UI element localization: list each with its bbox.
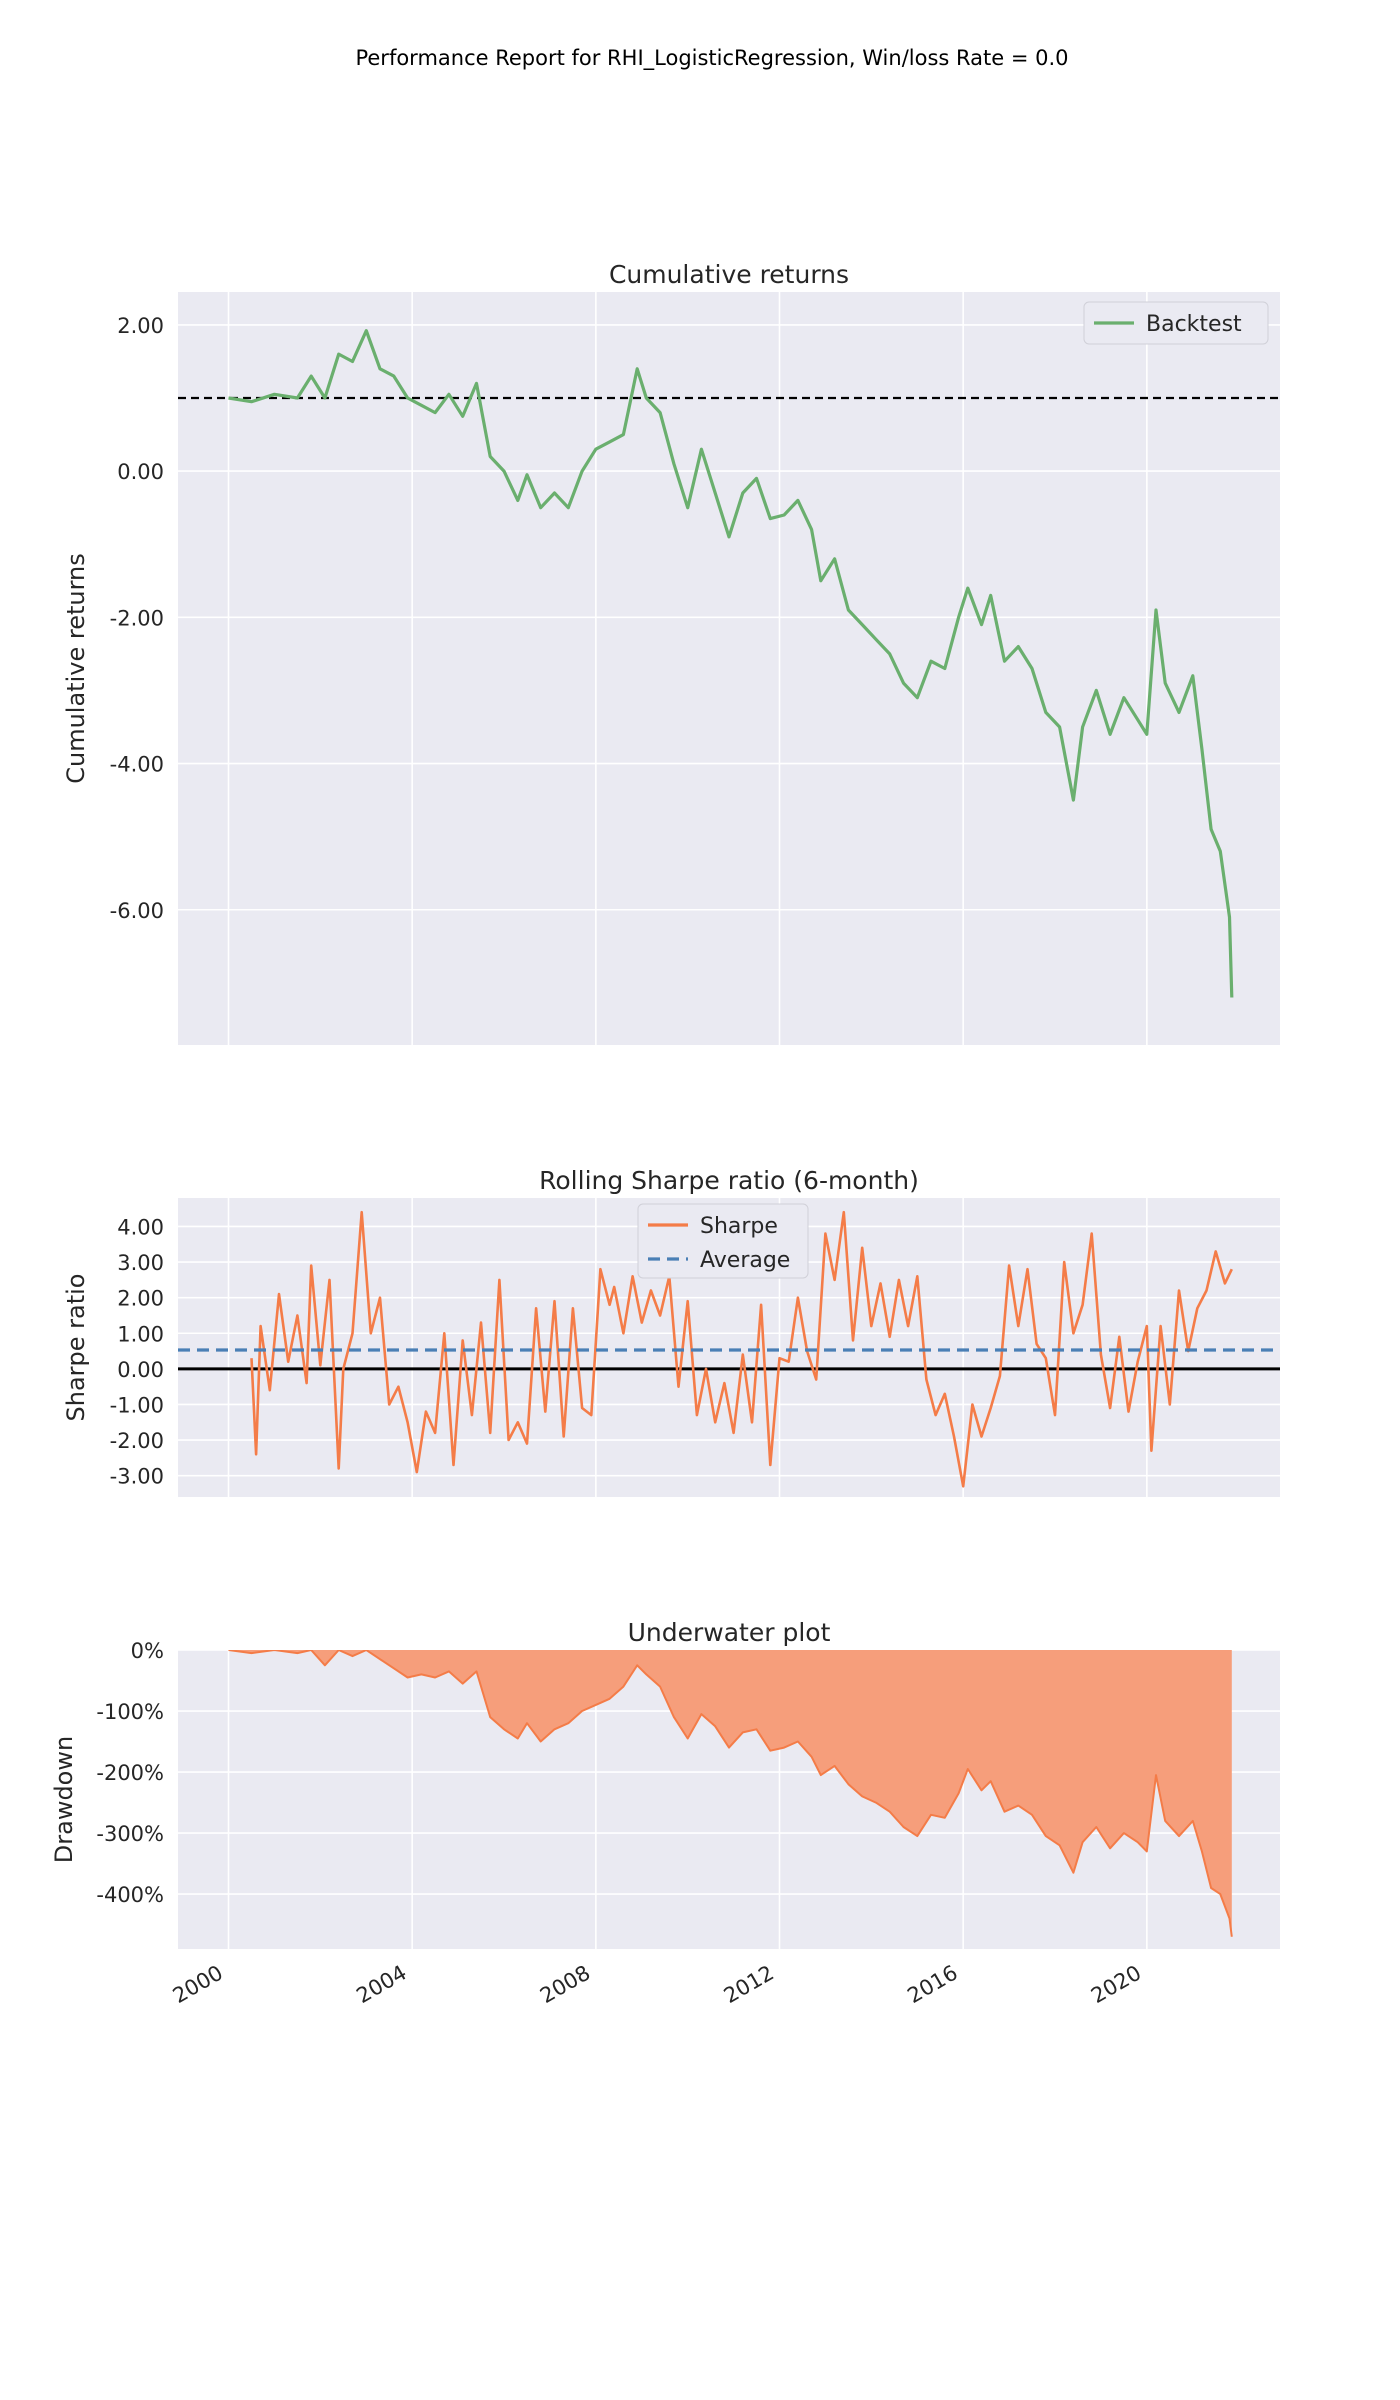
legend-label-backtest: Backtest: [1146, 312, 1242, 337]
cumulative-returns-legend: [1083, 301, 1269, 345]
underwater-panel: 0% -100% -200% -300% -400% 2000 2004 2008 2012 20…: [50, 1618, 1280, 2008]
underwater-ylabel: Drawdown: [50, 1736, 78, 1863]
cumulative-returns-ytick-label: -2.00: [110, 606, 164, 630]
rolling-sharpe-ytick-label: 3.00: [117, 1251, 164, 1275]
cumulative-returns-marks: [178, 329, 1280, 998]
underwater-ytick-label: -200%: [96, 1761, 164, 1785]
legend-label-sharpe: Sharpe: [700, 1214, 778, 1239]
underwater-xtick-label: 2016: [903, 1961, 961, 2009]
underwater-xtick-label: 2008: [536, 1961, 594, 2009]
underwater-ytick-label: -300%: [96, 1822, 164, 1846]
underwater-xtick-label: 2000: [169, 1961, 227, 2009]
rolling-sharpe-ytick-label: -3.00: [110, 1465, 164, 1489]
rolling-sharpe-panel: 4.00 3.00 2.00 1.00 0.00 -1.00 -2.00 -3.00 Rolli…: [62, 1166, 1280, 1497]
drawdown-line: [228, 1650, 1233, 1937]
rolling-sharpe-ytick-label: 1.00: [117, 1322, 164, 1346]
sharpe-series-line: [250, 1210, 1233, 1488]
rolling-sharpe-marks: [178, 1210, 1280, 1488]
sharpe-legend: [637, 1203, 809, 1279]
cumulative-returns-ytick-label: 2.00: [117, 314, 164, 338]
underwater-title: Underwater plot: [628, 1618, 831, 1647]
cumulative-returns-ytick-label: -4.00: [110, 753, 164, 777]
cumulative-returns-plot-area: [178, 292, 1280, 1045]
cumulative-returns-ytick-label: 0.00: [117, 460, 164, 484]
rolling-sharpe-title: Rolling Sharpe ratio (6-month): [539, 1166, 919, 1195]
rolling-sharpe-ytick-label: 2.00: [117, 1287, 164, 1311]
cumulative-returns-title: Cumulative returns: [609, 260, 849, 289]
report-title: Performance Report for RHI_LogisticRegre…: [355, 46, 1068, 71]
backtest-series-line: [228, 329, 1234, 998]
underwater-xtick-label: 2012: [720, 1961, 778, 2009]
rolling-sharpe-ytick-label: 0.00: [117, 1358, 164, 1382]
rolling-sharpe-ylabel: Sharpe ratio: [62, 1274, 90, 1422]
rolling-sharpe-ytick-label: 4.00: [117, 1215, 164, 1239]
legend-label-average: Average: [700, 1248, 790, 1273]
rolling-sharpe-ytick-label: -2.00: [110, 1429, 164, 1453]
drawdown-area: [228, 1650, 1232, 1937]
underwater-ytick-label: -100%: [96, 1700, 164, 1724]
cumulative-returns-ylabel: Cumulative returns: [62, 553, 90, 784]
underwater-ytick-label: -400%: [96, 1883, 164, 1907]
underwater-xtick-label: 2004: [352, 1961, 410, 2009]
underwater-ytick-label: 0%: [131, 1639, 164, 1663]
cumulative-returns-ytick-label: -6.00: [110, 899, 164, 923]
underwater-marks: [228, 1650, 1233, 1937]
underwater-xtick-label: 2020: [1087, 1961, 1145, 2009]
rolling-sharpe-ytick-label: -1.00: [110, 1393, 164, 1417]
cumulative-returns-panel: 2.00 0.00 -2.00 -4.00 -6.00 Cumulative return…: [62, 260, 1280, 1045]
